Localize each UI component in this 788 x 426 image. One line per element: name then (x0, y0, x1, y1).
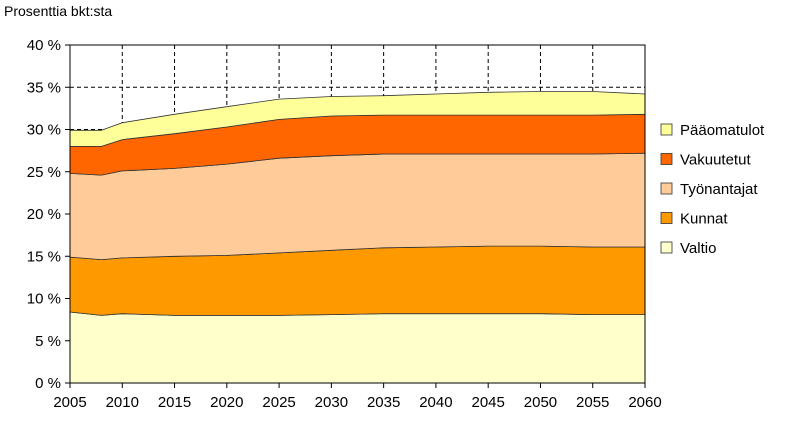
legend-swatch-työnantajat (660, 182, 673, 195)
x-tick-label: 2005 (53, 394, 86, 411)
y-tick-label: 30 % (27, 122, 61, 139)
y-tick-label: 40 % (27, 37, 61, 54)
y-tick-label: 20 % (27, 206, 61, 223)
y-tick-label: 10 % (27, 291, 61, 308)
axes (65, 44, 646, 388)
x-tick-label: 2045 (471, 394, 504, 411)
area-layers (69, 91, 646, 384)
x-tick-label: 2015 (158, 394, 191, 411)
x-tick-label: 2040 (419, 394, 452, 411)
legend-swatch-kunnat (660, 212, 673, 224)
x-tick-label: 2025 (262, 394, 295, 411)
legend-label-työnantajat: Työnantajat (680, 181, 758, 198)
legend-swatch-vakuutetut (660, 153, 673, 165)
y-axis-label: Prosenttia bkt:sta (4, 3, 113, 19)
x-tick-label: 2050 (524, 394, 557, 411)
y-tick-label: 0 % (35, 375, 61, 392)
x-tick-label: 2010 (106, 394, 139, 411)
y-tick-label: 15 % (27, 248, 61, 265)
legend-label-valtio: Valtio (680, 240, 716, 257)
legend-label-kunnat: Kunnat (680, 211, 728, 228)
y-tick-label: 25 % (27, 164, 61, 181)
x-tick-label: 2035 (367, 394, 400, 411)
legend: Pääomatulot Vakuutetut Työnantajat Kunnat Va… (660, 122, 765, 257)
grid-lines (70, 45, 645, 130)
x-tick-label: 2060 (628, 394, 661, 411)
legend-swatch-valtio (660, 241, 673, 254)
area-valtio (69, 311, 646, 384)
x-tick-label: 2055 (576, 394, 609, 411)
legend-label-vakuutetut: Vakuutetut (680, 152, 751, 169)
x-tick-label: 2030 (315, 394, 348, 411)
legend-swatch-pääomatulot (660, 123, 673, 136)
tick-labels: 0 % 5 % 10 % 15 % 20 % 25 % 30 % 35 % 40 % 2005 20… (27, 37, 662, 411)
x-tick-label: 2020 (210, 394, 243, 411)
y-tick-label: 35 % (27, 79, 61, 96)
y-tick-label: 5 % (35, 333, 61, 350)
legend-label-pääomatulot: Pääomatulot (680, 122, 765, 139)
